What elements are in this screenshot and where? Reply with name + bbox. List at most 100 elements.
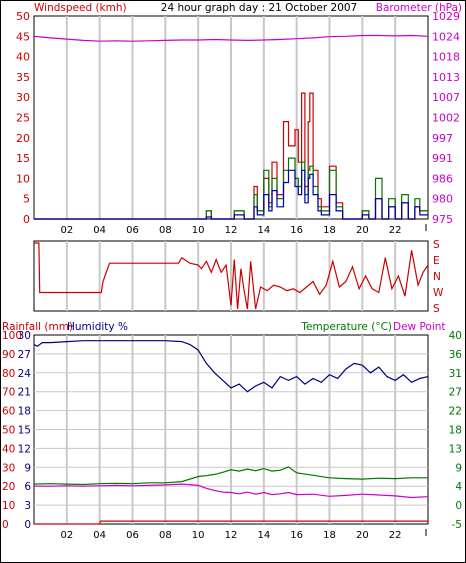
- humidity-tick-label: 30: [18, 330, 31, 342]
- rainfall-tick-label: 0: [2, 519, 9, 531]
- humidity-axis-title: Humidity %: [67, 321, 128, 333]
- x-tick-label: 18: [323, 530, 336, 541]
- rainfall-tick-label: 70: [2, 387, 15, 399]
- barometer-line: [33, 34, 429, 42]
- x-tick-label: 22: [389, 530, 402, 541]
- dewpoint-axis-title: Dew Point: [393, 321, 446, 333]
- barometer-tick-label: 1029: [432, 10, 460, 23]
- temperature-tick-label: 40: [449, 330, 462, 342]
- direction-label: E: [433, 255, 440, 267]
- x-tick-label: 12: [225, 530, 238, 541]
- rainfall-axis-title: Rainfall (mm): [2, 321, 73, 333]
- windspeed-tick-label: 20: [16, 132, 30, 145]
- direction-label: S: [433, 239, 440, 251]
- rainfall-tick-label: 100: [2, 330, 22, 342]
- barometer-tick-label: 991: [432, 152, 453, 165]
- barometer-tick-label: 1007: [432, 91, 460, 104]
- x-tick-label: 20: [356, 530, 369, 541]
- temperature-tick-label: 27: [449, 387, 462, 399]
- rainfall-tick-label: 10: [2, 500, 15, 512]
- temperature-tick-label: 22: [449, 406, 462, 418]
- rainfall-tick-label: 50: [2, 425, 15, 437]
- rainfall-tick-label: 80: [2, 368, 15, 380]
- chart-title: 24 hour graph day : 21 October 2007: [161, 2, 357, 14]
- x-tick-label: 22: [389, 225, 402, 236]
- x-tick-label: 18: [323, 225, 336, 236]
- windspeed-tick-label: 45: [16, 30, 30, 43]
- windspeed-tick-label: 5: [23, 193, 30, 206]
- x-tick-label: 02: [60, 530, 73, 541]
- x-tick-label: 10: [192, 530, 205, 541]
- barometer-tick-label: 986: [432, 172, 453, 185]
- direction-label: N: [433, 271, 441, 283]
- humidity-tick-label: 21: [18, 387, 31, 399]
- temperature-tick-label: 4: [455, 481, 462, 493]
- windspeed-tick-label: 10: [16, 172, 30, 185]
- barometer-tick-label: 1018: [432, 51, 460, 64]
- temperature-tick-label: 9: [455, 462, 462, 474]
- rainfall-line: [34, 520, 428, 525]
- barometer-tick-label: 1002: [432, 112, 460, 125]
- windspeed-tick-label: 25: [16, 112, 30, 125]
- x-tick-label: 12: [225, 225, 238, 236]
- temperature-tick-label: 13: [449, 443, 462, 455]
- barometer-tick-label: 997: [432, 132, 453, 145]
- barometer-tick-label: 975: [432, 213, 453, 226]
- x-tick-label: 08: [159, 530, 172, 541]
- x-tick-label: 08: [159, 225, 172, 236]
- humidity-tick-label: 0: [24, 519, 31, 531]
- humidity-line: [33, 340, 429, 393]
- temperature-tick-label: 31: [449, 368, 462, 380]
- rainfall-tick-label: 40: [2, 443, 15, 455]
- x-tick-label: 14: [257, 530, 270, 541]
- humidity-tick-label: 6: [24, 481, 31, 493]
- windspeed-axis-title: Windspeed (kmh): [34, 2, 127, 14]
- x-tick-label: 06: [126, 225, 139, 236]
- windspeed-tick-label: 30: [16, 91, 30, 104]
- barometer-tick-label: 1013: [432, 71, 460, 84]
- temperature-tick-label: -5: [452, 519, 462, 531]
- barometer-axis-title: Barometer (hPa): [376, 2, 462, 14]
- wind-speed-line: [34, 169, 428, 220]
- temperature-axis-title: Temperature (°C): [300, 321, 392, 333]
- x-tick-label: 14: [257, 225, 270, 236]
- temperature-tick-label: 36: [449, 349, 463, 361]
- windspeed-tick-label: 15: [16, 152, 30, 165]
- rainfall-tick-label: 60: [2, 406, 15, 418]
- x-tick-label: 20: [356, 225, 369, 236]
- x-tick-label: 16: [290, 225, 303, 236]
- temperature-line: [33, 466, 428, 486]
- rainfall-tick-label: 30: [2, 462, 15, 474]
- x-tick-label: 10: [192, 225, 205, 236]
- humidity-tick-label: 3: [24, 500, 31, 512]
- windspeed-tick-label: 50: [16, 10, 30, 23]
- x-tick-label: 16: [290, 530, 303, 541]
- humidity-tick-label: 12: [18, 443, 31, 455]
- humidity-tick-label: 27: [18, 349, 31, 361]
- x-tick-label: 04: [93, 530, 106, 541]
- windspeed-tick-label: 40: [16, 51, 30, 64]
- x-tick-label: 06: [126, 530, 139, 541]
- x-tick-label: 04: [93, 225, 106, 236]
- windspeed-tick-label: 0: [23, 213, 30, 226]
- humidity-tick-label: 9: [24, 462, 31, 474]
- rainfall-tick-label: 20: [2, 481, 15, 493]
- humidity-tick-label: 15: [18, 425, 31, 437]
- humidity-tick-label: 18: [18, 406, 31, 418]
- wind-direction-line: [34, 242, 429, 310]
- rainfall-tick-label: 90: [2, 349, 15, 361]
- windspeed-tick-label: 35: [16, 71, 30, 84]
- temperature-tick-label: 18: [449, 425, 462, 437]
- barometer-tick-label: 980: [432, 193, 453, 206]
- humidity-tick-label: 24: [18, 368, 32, 380]
- dewpoint-line: [34, 483, 429, 499]
- temperature-tick-label: 0: [455, 500, 462, 512]
- direction-label: S: [433, 303, 440, 315]
- barometer-tick-label: 1024: [432, 30, 460, 43]
- direction-label: W: [433, 287, 444, 299]
- x-tick-label: 02: [60, 225, 73, 236]
